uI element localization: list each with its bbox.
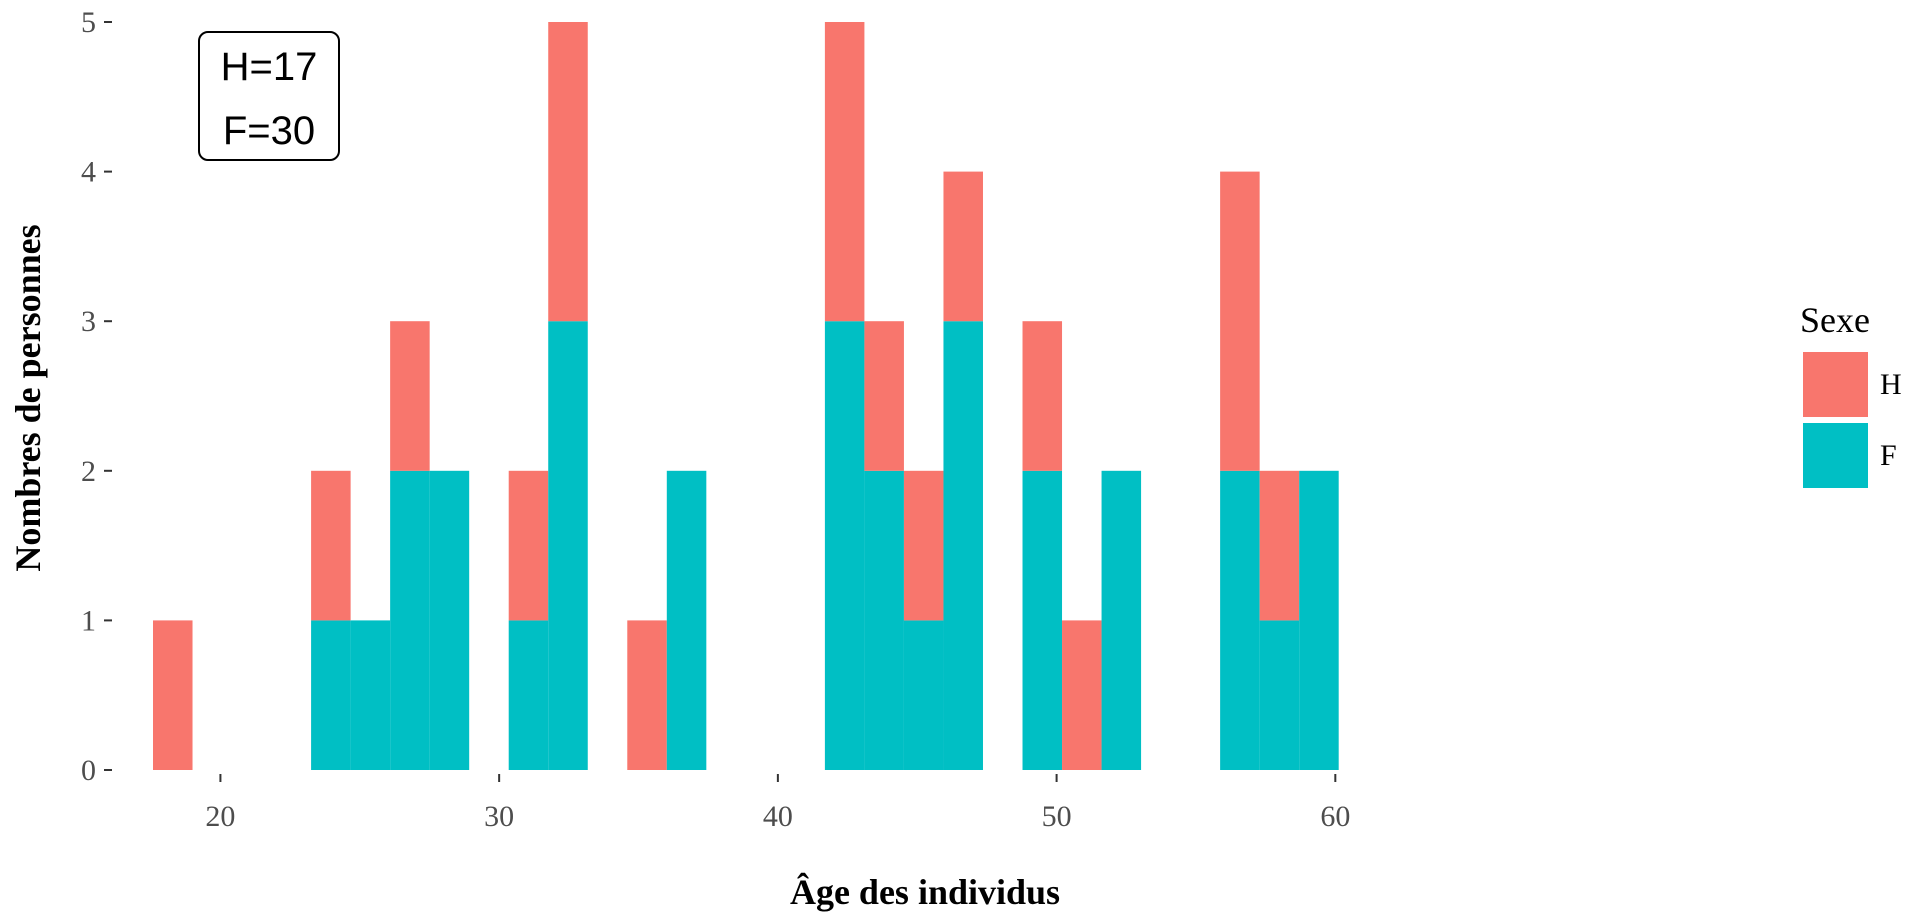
y-axis: 0 1 2 3 4 5 [81, 6, 112, 787]
y-tick-label-4: 4 [81, 156, 96, 189]
x-tick-label-50: 50 [1042, 800, 1072, 833]
bar-f-18 [1299, 470, 1339, 770]
annotation-line-f: F=30 [223, 109, 315, 153]
y-tick-label-5: 5 [81, 6, 96, 39]
x-tick-label-40: 40 [763, 800, 793, 833]
bars-layer [153, 22, 1339, 770]
bar-f-16 [1220, 470, 1260, 770]
legend-label-f: F [1880, 439, 1897, 472]
bar-f-3 [390, 470, 430, 770]
legend-title: Sexe [1800, 300, 1870, 340]
bar-h-7 [627, 620, 667, 770]
bar-f-4 [429, 470, 470, 770]
legend-key-f [1803, 423, 1868, 488]
bar-h-13 [1022, 321, 1063, 471]
x-axis: 20 30 40 50 60 [205, 774, 1350, 833]
bar-h-12 [943, 171, 983, 322]
x-tick-label-30: 30 [484, 800, 514, 833]
bar-h-6 [548, 22, 588, 322]
y-tick-label-0: 0 [81, 754, 96, 787]
bar-f-13 [1022, 470, 1063, 770]
bar-f-10 [864, 470, 904, 770]
bar-f-8 [666, 470, 707, 770]
annotation-line-h: H=17 [221, 45, 318, 89]
x-axis-title: Âge des individus [790, 872, 1060, 912]
legend-label-h: H [1880, 368, 1902, 401]
bar-f-1 [311, 620, 351, 770]
bar-h-17 [1259, 470, 1300, 621]
bar-f-2 [350, 620, 391, 770]
x-tick-label-60: 60 [1320, 800, 1350, 833]
bar-h-1 [311, 470, 351, 621]
count-annotation: H=17 F=30 [198, 31, 340, 161]
bar-h-11 [903, 470, 944, 621]
bar-h-16 [1220, 171, 1260, 471]
legend: Sexe H F [1800, 300, 1902, 488]
bar-f-11 [903, 620, 944, 770]
y-axis-title: Nombres de personnes [8, 224, 48, 571]
bar-h-14 [1062, 620, 1102, 770]
bar-h-10 [864, 321, 904, 471]
y-tick-label-1: 1 [81, 604, 96, 637]
bar-f-5 [508, 620, 549, 770]
bar-f-15 [1101, 470, 1142, 770]
bar-f-9 [824, 321, 865, 770]
y-tick-label-3: 3 [81, 305, 96, 338]
annotation-box [198, 31, 340, 161]
bar-f-17 [1259, 620, 1300, 770]
bar-h-3 [390, 321, 430, 471]
bar-h-5 [508, 470, 549, 621]
y-tick-label-2: 2 [81, 455, 96, 488]
bar-h-0 [153, 620, 193, 770]
legend-key-h [1803, 352, 1868, 417]
bar-h-9 [824, 22, 865, 322]
bar-f-12 [943, 321, 983, 770]
x-tick-label-20: 20 [205, 800, 235, 833]
bar-f-6 [548, 321, 588, 770]
